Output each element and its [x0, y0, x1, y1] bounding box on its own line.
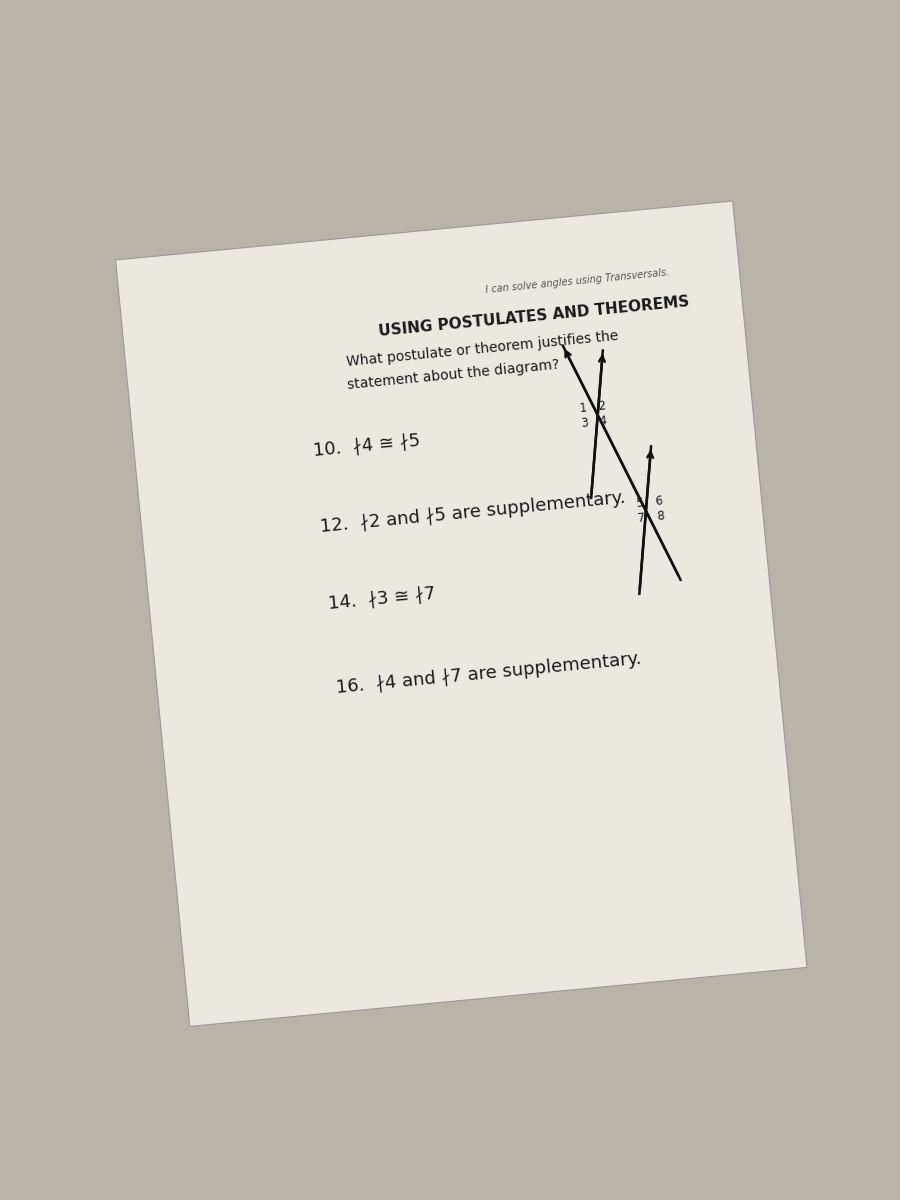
Text: statement about the diagram?: statement about the diagram?: [347, 358, 561, 391]
Text: 8: 8: [656, 510, 665, 523]
Text: USING POSTULATES AND THEOREMS: USING POSTULATES AND THEOREMS: [378, 294, 689, 340]
Text: 7: 7: [636, 511, 645, 526]
Text: 5: 5: [635, 497, 644, 510]
Text: 1: 1: [579, 401, 588, 415]
Text: I can solve angles using Transversals.: I can solve angles using Transversals.: [485, 268, 670, 295]
Text: What postulate or theorem justifies the: What postulate or theorem justifies the: [346, 329, 619, 368]
Text: 10.  ∤4 ≅ ∤5: 10. ∤4 ≅ ∤5: [312, 431, 421, 458]
Text: 14.  ∤3 ≅ ∤7: 14. ∤3 ≅ ∤7: [327, 584, 436, 612]
Text: 4: 4: [598, 415, 607, 428]
Text: 12.  ∤2 and ∤5 are supplementary.: 12. ∤2 and ∤5 are supplementary.: [320, 488, 626, 535]
Polygon shape: [115, 200, 807, 1026]
Text: 2: 2: [597, 400, 606, 413]
Text: 16.  ∤4 and ∤7 are supplementary.: 16. ∤4 and ∤7 are supplementary.: [335, 649, 642, 696]
Text: 6: 6: [654, 494, 663, 508]
Text: 3: 3: [580, 416, 589, 430]
